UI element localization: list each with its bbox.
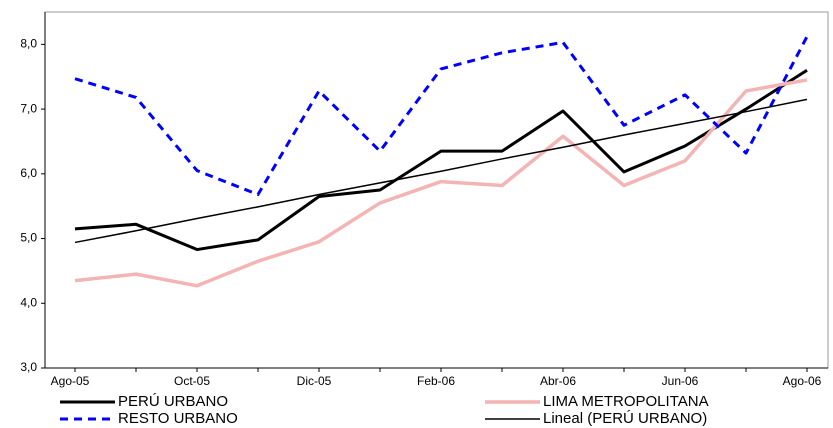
x-tick-label: Jun-06 — [662, 374, 699, 388]
legend-label: PERÚ URBANO — [118, 393, 228, 410]
legend-label: RESTO URBANO — [118, 410, 238, 427]
series-line — [74, 68, 808, 252]
y-tick-label: 4,0 — [20, 295, 37, 309]
x-tick-label: Ago-05 — [51, 374, 90, 388]
series-line — [74, 78, 808, 288]
y-tick-label: 3,0 — [20, 360, 37, 374]
y-tick-label: 5,0 — [20, 231, 37, 245]
x-tick-label: Abr-06 — [540, 374, 576, 388]
x-tick-label: Oct-05 — [174, 374, 210, 388]
legend-label: LIMA METROPOLITANA — [543, 393, 709, 410]
x-tick-label: Ago-06 — [783, 374, 822, 388]
y-tick-label: 8,0 — [20, 37, 37, 51]
y-tick-label: 6,0 — [20, 166, 37, 180]
series-line — [74, 35, 809, 197]
y-tick-label: 7,0 — [20, 101, 37, 115]
plot-border — [44, 11, 829, 369]
series-line — [74, 98, 808, 244]
x-tick-label: Feb-06 — [417, 374, 455, 388]
x-tick-label: Dic-05 — [297, 374, 332, 388]
legend-label: Lineal (PERÚ URBANO) — [543, 410, 707, 427]
